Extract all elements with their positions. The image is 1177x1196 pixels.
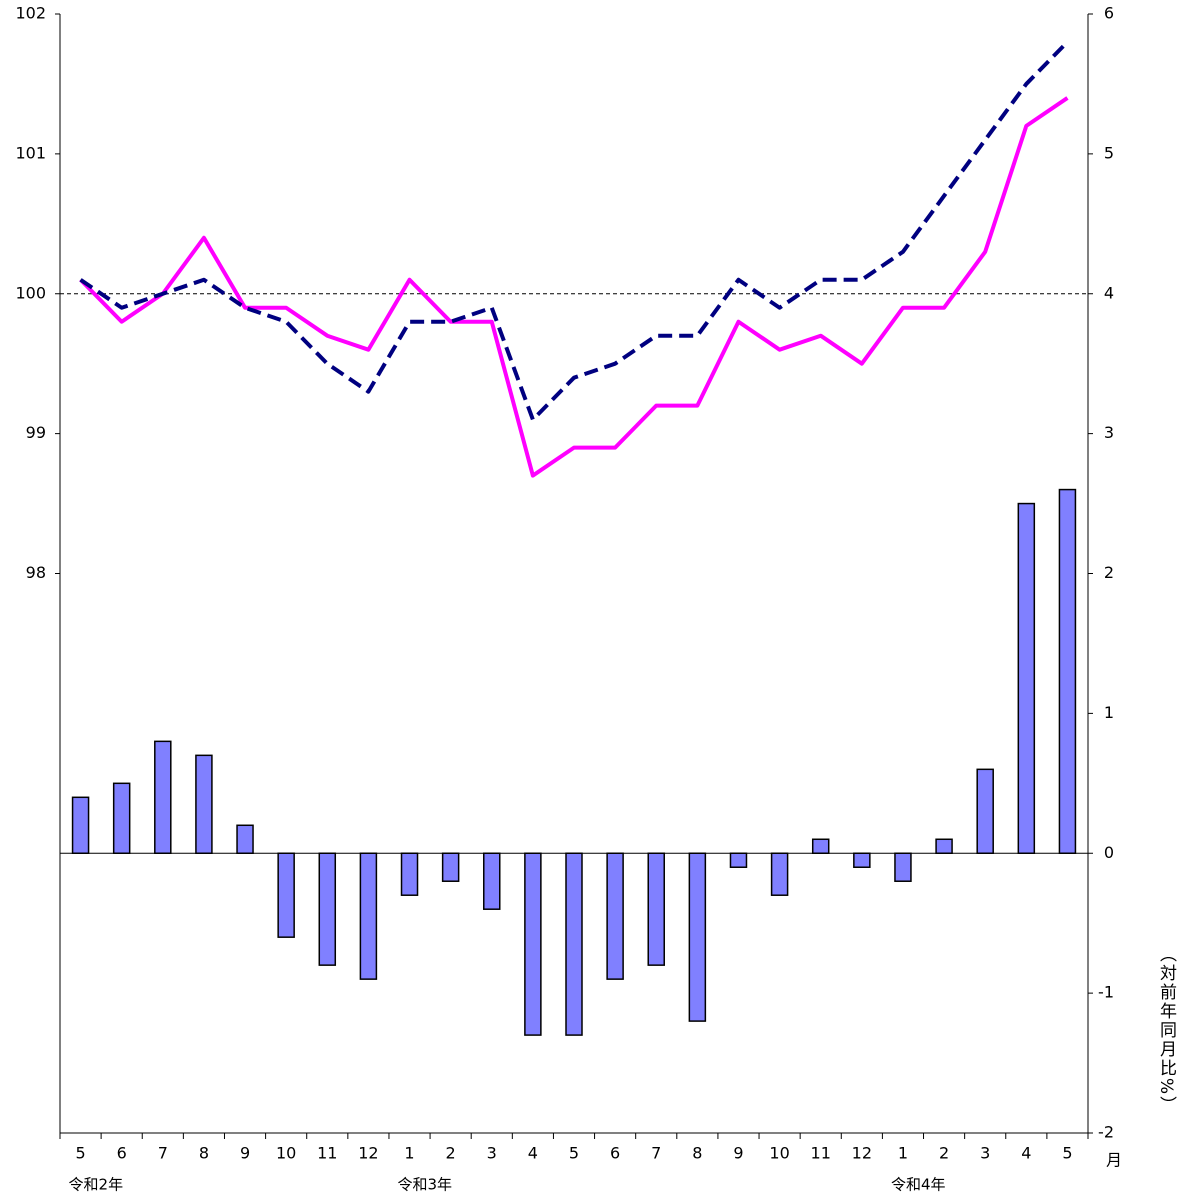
bar	[400, 852, 419, 896]
x-tick-label: 5	[569, 1144, 579, 1163]
bar	[195, 754, 213, 855]
year-label: 令和4年	[891, 1176, 946, 1194]
bar	[853, 852, 871, 868]
x-tick-label: 12	[852, 1144, 872, 1163]
y2-tick-label: 6	[1104, 4, 1114, 23]
bar	[1017, 502, 1036, 854]
x-tick-label: 6	[610, 1144, 620, 1163]
y2-tick-label: 3	[1104, 423, 1114, 442]
x-tick-label: 4	[1021, 1144, 1031, 1163]
x-tick-label: 5	[75, 1144, 85, 1163]
x-tick-label: 1	[898, 1144, 908, 1163]
bar	[154, 740, 172, 854]
line	[79, 40, 1069, 422]
x-tick-label: 7	[158, 1144, 168, 1163]
bar	[647, 852, 665, 966]
bar	[441, 852, 460, 882]
year-label: 令和2年	[69, 1176, 124, 1194]
x-tick-label: 11	[811, 1144, 831, 1163]
x-tick-label: 2	[939, 1144, 949, 1163]
y2-tick-label: 5	[1104, 143, 1114, 162]
y2-tick-label: 1	[1104, 703, 1114, 722]
y2-tick-label: -2	[1098, 1123, 1114, 1142]
bar	[811, 838, 830, 855]
bar	[935, 838, 953, 855]
y-tick-label: 102	[15, 4, 46, 23]
x-tick-label: 10	[276, 1144, 296, 1163]
x-tick-label: 11	[317, 1144, 337, 1163]
x-tick-label: 4	[528, 1144, 538, 1163]
y-tick-label: 100	[15, 283, 46, 302]
y2-tick-label: 2	[1104, 563, 1114, 582]
y-tick-label: 101	[15, 143, 46, 162]
bar	[236, 824, 254, 855]
x-tick-label: 7	[651, 1144, 661, 1163]
x-tick-label: 6	[117, 1144, 127, 1163]
year-label: 令和3年	[398, 1176, 453, 1194]
x-tick-label: 3	[487, 1144, 497, 1163]
bar	[524, 852, 542, 1036]
y-tick-label: 98	[26, 563, 46, 582]
bar	[770, 852, 789, 896]
x-tick-label: 1	[404, 1144, 414, 1163]
x-tick-label: 10	[769, 1144, 789, 1163]
x-tick-label: 2	[446, 1144, 456, 1163]
x-tick-label: 12	[358, 1144, 378, 1163]
y-tick-label: 99	[26, 423, 46, 442]
x-tick-label: 8	[692, 1144, 702, 1163]
x-tick-label: 9	[733, 1144, 743, 1163]
bar	[483, 852, 501, 910]
x-unit: 月	[1106, 1151, 1122, 1170]
bar	[277, 852, 295, 938]
bar	[1058, 488, 1077, 854]
bar	[565, 852, 583, 1036]
bar	[359, 852, 378, 980]
bar	[688, 852, 707, 1022]
x-tick-label: 5	[1062, 1144, 1072, 1163]
y2-tick-label: 4	[1104, 283, 1114, 302]
bar	[894, 852, 912, 882]
bar	[71, 796, 90, 854]
x-tick-label: 3	[980, 1144, 990, 1163]
x-tick-label: 9	[240, 1144, 250, 1163]
y2-tick-label: 0	[1104, 843, 1114, 862]
bar	[318, 852, 337, 966]
bar	[606, 852, 624, 980]
bar	[729, 852, 748, 868]
line	[79, 96, 1069, 478]
y2-tick-label: -1	[1098, 983, 1114, 1002]
bar	[976, 768, 994, 855]
bar	[112, 782, 131, 854]
x-tick-label: 8	[199, 1144, 209, 1163]
y2-axis-label: （対前年同月比%）	[1156, 945, 1177, 1115]
